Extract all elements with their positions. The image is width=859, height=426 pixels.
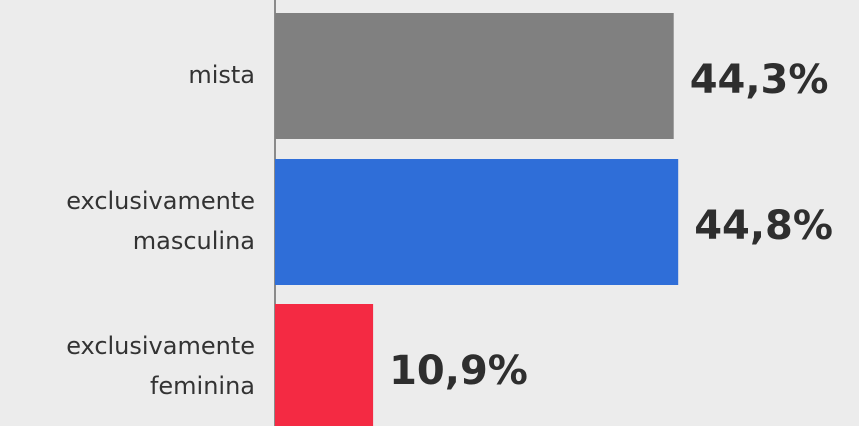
bar xyxy=(275,13,674,139)
value-label: 44,8% xyxy=(694,203,833,249)
value-label: 44,3% xyxy=(690,57,829,103)
category-label: exclusivamente masculina xyxy=(66,187,255,255)
category-line: masculina xyxy=(133,227,255,255)
category-label: mista xyxy=(188,61,255,89)
category-line: mista xyxy=(188,61,255,89)
category-label: exclusivamente feminina xyxy=(66,332,255,400)
category-line: exclusivamente xyxy=(66,187,255,215)
category-line: exclusivamente xyxy=(66,332,255,360)
bar xyxy=(275,159,679,285)
category-line: feminina xyxy=(150,372,255,400)
value-label: 10,9% xyxy=(389,348,528,394)
bar xyxy=(275,304,374,426)
